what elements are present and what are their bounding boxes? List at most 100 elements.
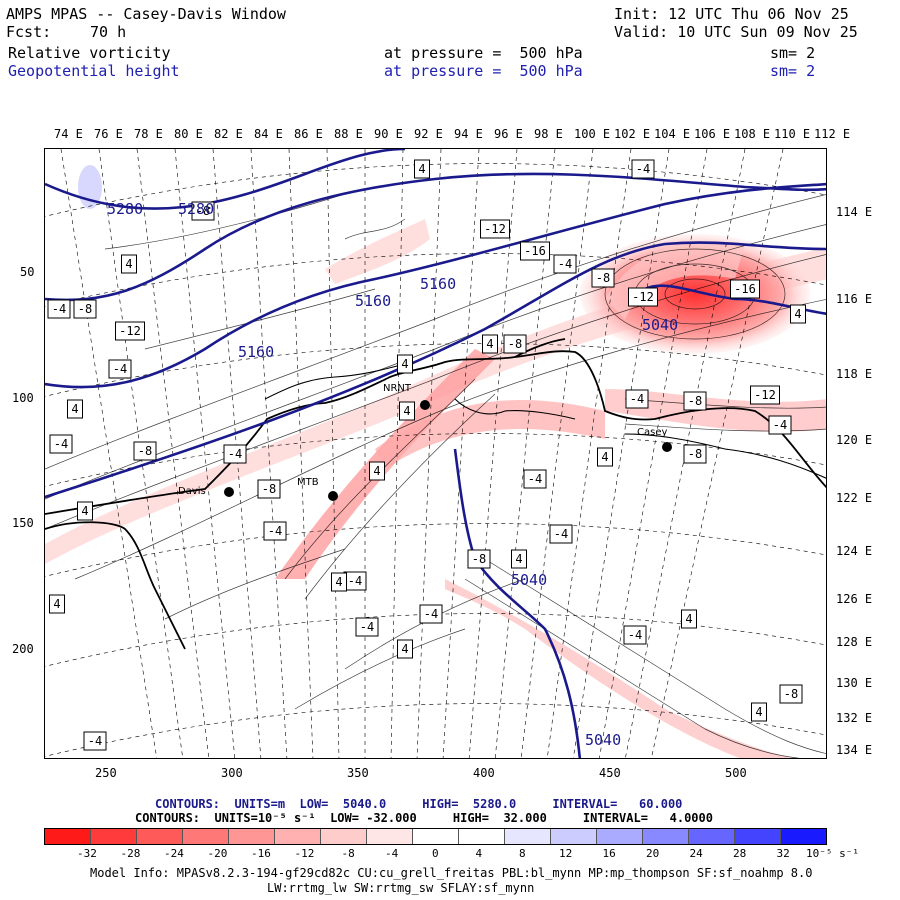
bottom-grid-label: 350 (347, 766, 369, 780)
top-lon-label: 98 E (534, 127, 563, 141)
vorticity-label: -4 (223, 444, 247, 464)
top-lon-label: 104 E (654, 127, 691, 141)
vorticity-label: 4 (77, 501, 93, 521)
forecast-value: 70 h (90, 23, 127, 41)
colorbar-tick-label: -4 (385, 847, 399, 860)
colorbar-swatch (781, 829, 826, 844)
top-lon-label: 78 E (134, 127, 163, 141)
station-casey-marker (662, 442, 672, 452)
svg-text:4: 4 (486, 337, 493, 351)
colorbar-swatch (505, 829, 551, 844)
vorticity-label: 4 (482, 334, 498, 354)
colorbar-tick-label: 4 (475, 847, 483, 860)
left-grid-label: 100 (12, 391, 34, 405)
colorbar-swatch (551, 829, 597, 844)
svg-text:-4: -4 (773, 418, 787, 432)
colorbar-tick-label: -8 (341, 847, 355, 860)
station-labels: Davis MTB NRNT Casey (178, 383, 667, 497)
colorbar-swatch (689, 829, 735, 844)
vorticity-label: 4 (399, 401, 415, 421)
model-info-line2: LW:rrtmg_lw SW:rrtmg_sw SFLAY:sf_mynn (267, 881, 535, 895)
colorbar-swatch (137, 829, 183, 844)
meridian-line (573, 149, 670, 758)
height-label: 5160 (238, 343, 274, 361)
vorticity-label: -8 (257, 479, 281, 499)
top-lon-label: 110 E (774, 127, 811, 141)
bottom-grid-label: 250 (95, 766, 117, 780)
forecast-label: Fcst: (6, 23, 52, 41)
meridian-line (442, 149, 480, 758)
svg-text:4: 4 (403, 404, 410, 418)
svg-text:-8: -8 (138, 444, 152, 458)
vorticity-contour-labels: 4 -4 -8 -12 -16 4 -4 -8 -12 -16 4 -4 -8 -12 4 -4 -8 4 -4 -8… (47, 159, 806, 751)
right-lon-label: 134 E (836, 743, 873, 757)
right-lon-label: 128 E (836, 635, 873, 649)
field2-pressure: at pressure = 500 hPa (384, 62, 583, 80)
svg-text:-4: -4 (558, 257, 572, 271)
right-lon-label: 114 E (836, 205, 873, 219)
field1-name: Relative vorticity (8, 44, 171, 62)
svg-text:-4: -4 (88, 734, 102, 748)
colorbar-tick-label: 12 (559, 847, 573, 860)
vorticity-label: 4 (121, 254, 137, 274)
svg-text:-8: -8 (596, 271, 610, 285)
parallel-line (45, 433, 826, 487)
meridian-line (326, 149, 340, 758)
station-mtb-marker (328, 491, 338, 501)
vorticity-label: -12 (115, 321, 145, 341)
svg-text:4: 4 (755, 705, 762, 719)
vorticity-label: -8 (683, 391, 707, 411)
svg-text:-8: -8 (784, 687, 798, 701)
vorticity-label: 4 (790, 304, 806, 324)
meridian-line (494, 149, 556, 758)
svg-text:4: 4 (418, 162, 425, 176)
height-label: 5040 (642, 316, 678, 334)
vorticity-label: -12 (750, 385, 780, 405)
stations (224, 400, 672, 501)
vorticity-label: 4 (511, 549, 527, 569)
vorticity-label: -4 (49, 434, 73, 454)
height-contour-labels: 5280 5280 5160 5160 5160 5040 5040 5040 (107, 200, 678, 749)
colorbar-swatch (597, 829, 643, 844)
vorticity-label: -4 (419, 604, 443, 624)
parallel-line (45, 523, 826, 577)
svg-text:4: 4 (335, 575, 342, 589)
svg-text:-4: -4 (636, 162, 650, 176)
meridian-line (174, 149, 236, 758)
station-label: Davis (178, 486, 206, 497)
field1-smoothing: sm= 2 (770, 44, 816, 62)
svg-text:-16: -16 (524, 244, 546, 258)
vorticity-label: -8 (73, 299, 97, 319)
parallel-line (45, 163, 826, 217)
colorbar-swatch (643, 829, 689, 844)
right-lon-label: 122 E (836, 491, 873, 505)
svg-text:-4: -4 (630, 392, 644, 406)
colorbar-tick-label: -28 (120, 847, 141, 860)
parallel-line (45, 253, 826, 307)
ice-shelf-lines (264, 363, 826, 479)
vorticity-label: -16 (730, 279, 760, 299)
colorbar-swatch (275, 829, 321, 844)
meridian-line (60, 149, 157, 758)
svg-text:-12: -12 (484, 222, 506, 236)
svg-text:-12: -12 (119, 324, 141, 338)
vorticity-label: -4 (83, 731, 107, 751)
thin-contours (45, 193, 826, 758)
colorbar (44, 828, 827, 845)
model-info-line1: Model Info: MPASv8.2.3-194-gf29cd82c CU:… (90, 866, 813, 880)
svg-text:-8: -8 (472, 552, 486, 566)
svg-text:-4: -4 (113, 362, 127, 376)
vorticity-label: 4 (49, 594, 65, 614)
vorticity-label: 4 (67, 399, 83, 419)
meridian-line (468, 149, 518, 758)
colorbar-tick-label: 8 (519, 847, 526, 860)
right-lon-label: 124 E (836, 544, 873, 558)
meridian-line (250, 149, 288, 758)
svg-text:4: 4 (71, 402, 78, 416)
svg-text:-8: -8 (688, 394, 702, 408)
svg-text:4: 4 (685, 612, 692, 626)
vorticity-label: 4 (597, 447, 613, 467)
top-lon-label: 102 E (614, 127, 651, 141)
vorticity-label: -8 (591, 268, 615, 288)
right-lon-label: 132 E (836, 711, 873, 725)
